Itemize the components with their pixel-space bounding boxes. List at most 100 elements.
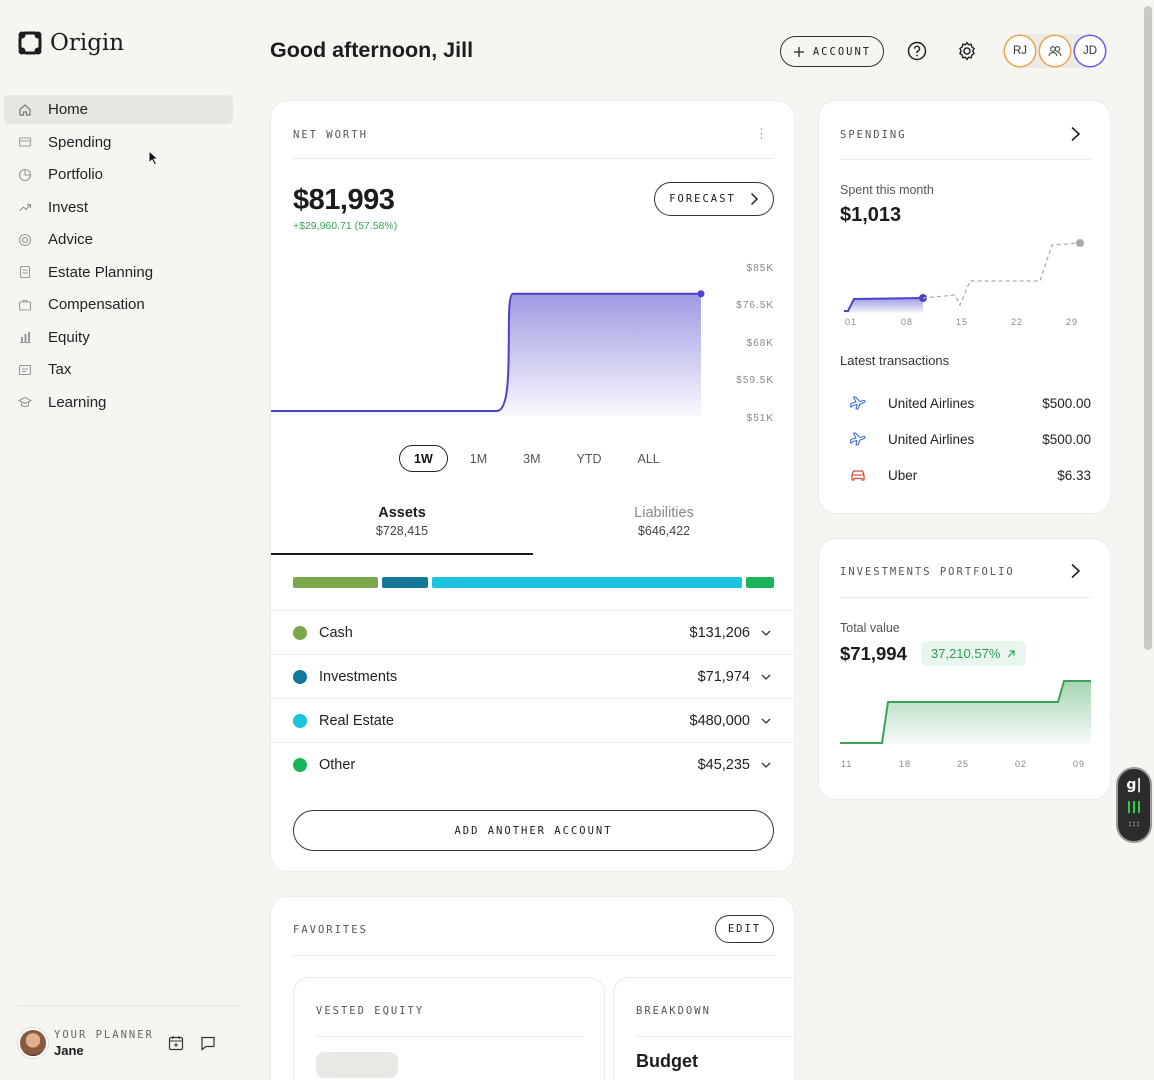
range-selector: 1W 1M 3M YTD ALL [399,445,674,472]
asset-row-cash[interactable]: Cash $131,206 [271,610,796,654]
add-account-label: ACCOUNT [812,45,872,58]
spending-area [844,299,923,313]
home-icon [18,103,32,117]
allocation-bar [293,577,774,588]
range-3m[interactable]: 3M [523,451,541,466]
investments-dot [293,669,307,684]
range-1m[interactable]: 1M [469,451,488,466]
return-value: 37,210.57% [931,646,1001,661]
asset-row-real-estate[interactable]: Real Estate $480,000 [271,698,796,742]
divider [840,597,1091,598]
net-worth-change: +$29,960.71 (57.58%) [293,220,398,232]
transaction-amount: $6.33 [1057,467,1091,483]
asset-value: $131,206 [689,624,750,641]
airplane-icon [848,429,868,449]
net-worth-title: NET WORTH [293,129,368,141]
sidebar-item-compensation[interactable]: Compensation [4,290,233,319]
transaction-amount: $500.00 [1042,395,1091,411]
plus-icon [793,46,804,57]
transaction-row[interactable]: United Airlines $500.00 [840,427,1091,451]
sidebar-item-label: Equity [48,328,90,346]
chevron-down-icon [761,630,771,636]
origin-logo-icon [18,31,42,55]
gear-icon[interactable] [957,41,977,61]
add-account-button[interactable]: ACCOUNT [780,36,884,67]
investments-area [840,681,1091,743]
drag-handle-icon[interactable] [1128,821,1140,827]
y-tick-label: $68K [746,338,774,349]
chevron-right-icon[interactable] [1069,126,1083,142]
asset-row-investments[interactable]: Investments $71,974 [271,654,796,698]
range-ytd[interactable]: YTD [576,451,602,466]
more-options-icon[interactable]: ⋮ [755,126,768,141]
add-another-account-button[interactable]: ADD ANOTHER ACCOUNT [293,810,774,851]
sidebar-item-estate-planning[interactable]: Estate Planning [4,258,233,287]
y-tick-label: $51K [746,413,774,424]
sidebar-item-home[interactable]: Home [4,95,233,124]
range-all[interactable]: ALL [637,451,660,466]
avatar-rj[interactable]: RJ [1005,36,1035,66]
arrow-up-right-icon [1007,649,1016,657]
transaction-row[interactable]: United Airlines $500.00 [840,391,1091,415]
sidebar-item-label: Tax [48,361,72,378]
sidebar-item-learning[interactable]: Learning [4,388,233,417]
avatar-jd[interactable]: JD [1075,36,1105,66]
sidebar-item-label: Invest [48,198,89,216]
household-avatars: RJ JD [1003,34,1107,68]
logo[interactable]: Origin [18,30,124,56]
loading-placeholder [316,1052,398,1078]
sidebar-item-invest[interactable]: Invest [4,193,233,222]
sidebar-item-tax[interactable]: Tax [4,355,233,384]
asset-row-other[interactable]: Other $45,235 [271,742,796,786]
forecast-button[interactable]: FORECAST [654,182,774,216]
edit-favorites-button[interactable]: EDIT [715,915,774,943]
net-worth-current-point [697,290,705,298]
sidebar-item-portfolio[interactable]: Portfolio [4,160,233,189]
chevron-right-icon[interactable] [1069,563,1083,579]
transaction-row[interactable]: Uber $6.33 [840,463,1091,487]
tab-liabilities-label: Liabilities [634,505,694,521]
return-badge: 37,210.57% [921,641,1027,666]
spending-title: SPENDING [840,129,907,141]
spending-line-forecast [922,242,1081,307]
asset-name: Cash [319,624,353,641]
sidebar-item-equity[interactable]: Equity [4,323,233,352]
bar-chart-icon [18,330,32,344]
receipt-icon [18,363,32,377]
help-circle-icon[interactable] [907,41,927,61]
app-name: Origin [50,30,125,56]
favorites-card: FAVORITES EDIT VESTED EQUITY BREAKDOWN B… [270,896,795,1080]
range-1w[interactable]: 1W [399,445,448,472]
net-worth-chart [271,290,705,416]
trend-icon [18,200,32,214]
sidebar-item-advice[interactable]: Advice [4,225,233,254]
x-tick-label: 09 [1073,759,1086,769]
asset-name: Other [319,756,356,773]
x-tick-label: 01 [845,317,858,327]
planner-avatar[interactable] [18,1028,48,1058]
x-tick-label: 25 [957,759,970,769]
chevron-right-icon [750,192,758,206]
floating-assistant-widget[interactable]: g| [1116,767,1152,843]
x-tick-label: 15 [956,317,969,327]
favorites-title: FAVORITES [293,924,368,936]
page-scrollbar[interactable] [1144,6,1152,650]
page-title: Good afternoon, Jill [270,38,474,62]
asset-name: Investments [319,668,398,685]
tab-assets[interactable]: Assets $728,415 [271,505,533,538]
avatar-household[interactable] [1040,36,1070,66]
divider [316,1036,584,1037]
y-tick-label: $85K [746,263,774,274]
sidebar-item-label: Advice [48,231,94,248]
tab-liabilities[interactable]: Liabilities $646,422 [533,505,795,538]
planner-text: YOUR PLANNER Jane [54,1029,154,1058]
net-worth-value: $81,993 [293,184,395,216]
x-tick-label: 22 [1011,317,1024,327]
breakdown-card[interactable]: BREAKDOWN Budget [613,977,794,1080]
allocation-real-estate [432,577,742,588]
vested-equity-card[interactable]: VESTED EQUITY [293,977,605,1080]
transaction-name: United Airlines [888,395,975,411]
sidebar-item-spending[interactable]: Spending [4,128,233,157]
chat-icon[interactable] [198,1033,218,1053]
calendar-icon[interactable] [166,1033,186,1053]
